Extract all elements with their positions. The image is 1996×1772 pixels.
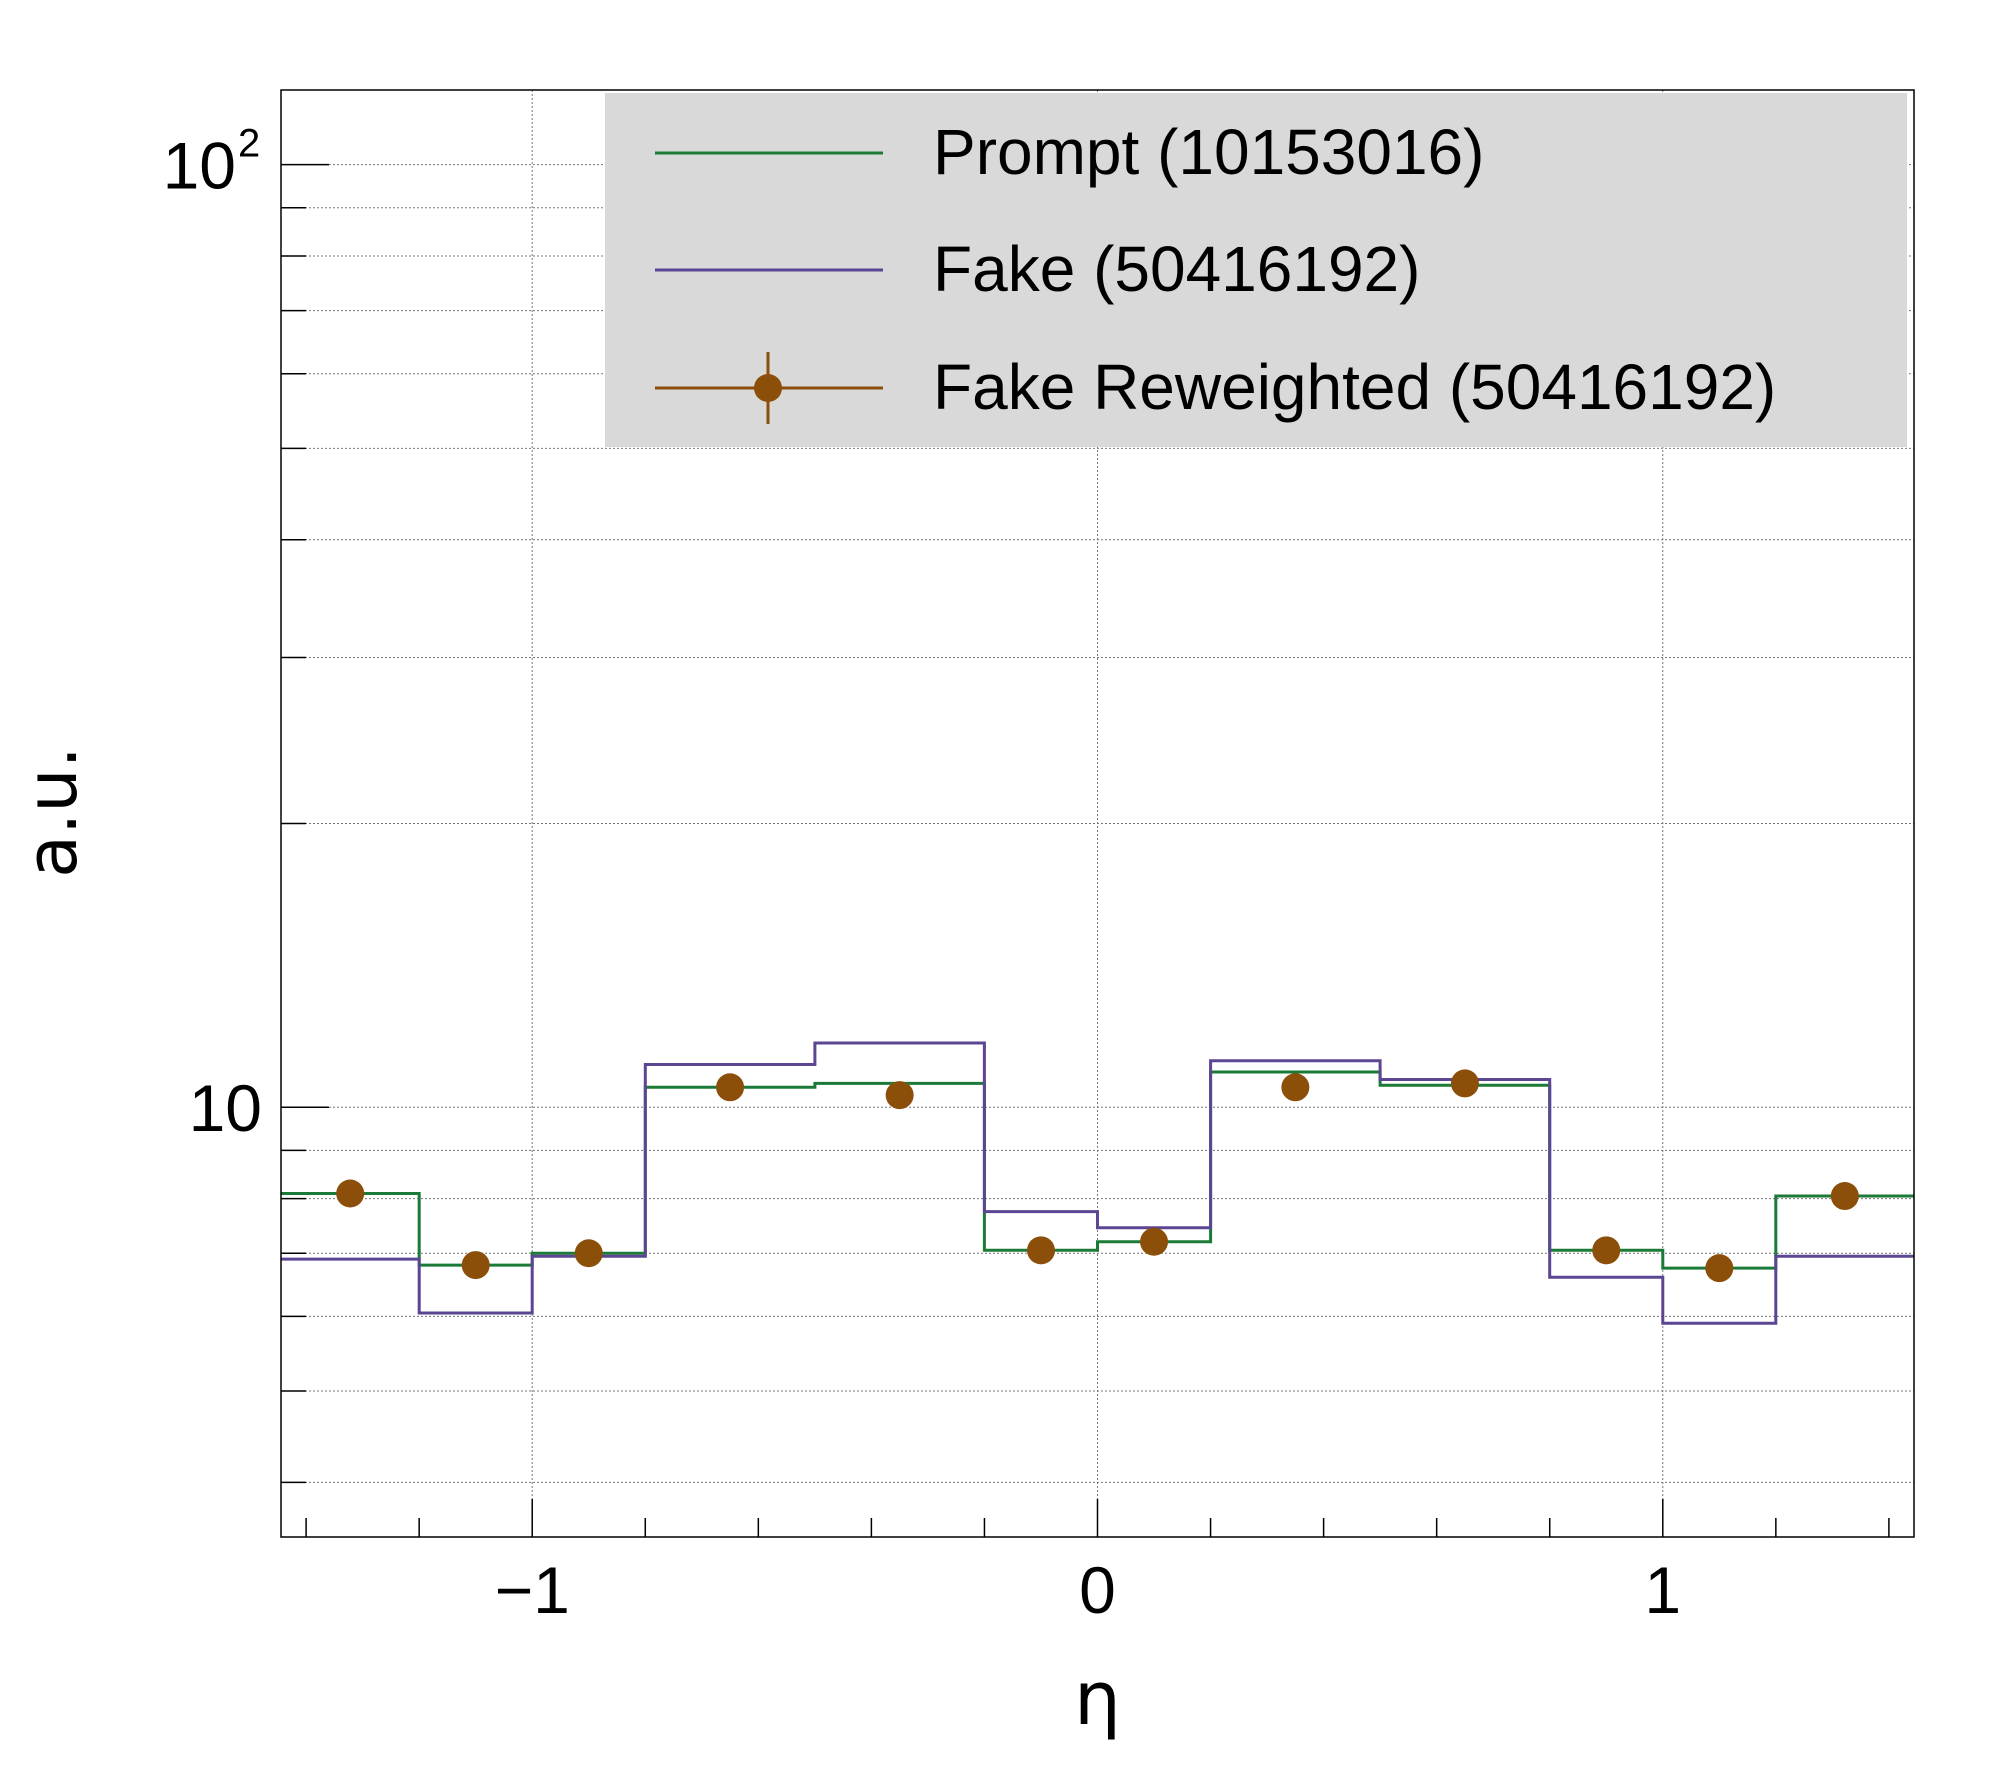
legend-label-prompt: Prompt (10153016) xyxy=(933,116,1484,188)
data-point-fake_reweighted xyxy=(1830,1182,1859,1211)
y-axis-label: a.u. xyxy=(11,746,93,878)
data-point-fake_reweighted xyxy=(1592,1236,1621,1265)
legend-label-fake: Fake (50416192) xyxy=(933,233,1420,305)
data-point-fake_reweighted xyxy=(885,1081,914,1110)
y-tick-label: 10 xyxy=(163,129,236,203)
data-point-fake_reweighted xyxy=(1281,1073,1310,1102)
legend: Prompt (10153016) Fake (50416192) Fake R… xyxy=(605,93,1907,447)
legend-marker-fake-reweighted xyxy=(754,374,782,402)
y-tick-label-exponent: 2 xyxy=(238,122,260,166)
data-point-fake_reweighted xyxy=(336,1179,365,1208)
axis-ticks xyxy=(281,163,1890,1537)
legend-entry-fake-reweighted: Fake Reweighted (50416192) xyxy=(655,351,1776,424)
data-point-fake_reweighted xyxy=(1450,1069,1479,1098)
y-tick-label: 10 xyxy=(189,1071,262,1145)
data-point-fake_reweighted xyxy=(716,1073,745,1102)
legend-label-fake-reweighted: Fake Reweighted (50416192) xyxy=(933,351,1776,423)
data-point-fake_reweighted xyxy=(1705,1254,1734,1283)
legend-entry-prompt: Prompt (10153016) xyxy=(655,116,1484,188)
series-layer xyxy=(281,1041,1914,1325)
data-point-fake_reweighted xyxy=(461,1251,490,1280)
x-tick-label: 0 xyxy=(1079,1553,1116,1627)
x-axis-label: η xyxy=(1074,1656,1121,1742)
data-point-fake_reweighted xyxy=(1026,1236,1055,1265)
x-tick-labels: −1 0 1 xyxy=(495,1553,1682,1627)
x-tick-label: −1 xyxy=(495,1553,570,1627)
x-tick-label: 1 xyxy=(1644,1553,1681,1627)
legend-entry-fake: Fake (50416192) xyxy=(655,233,1420,305)
series-line-fake xyxy=(281,1041,1914,1325)
data-point-fake_reweighted xyxy=(574,1239,603,1268)
data-point-fake_reweighted xyxy=(1140,1227,1169,1256)
